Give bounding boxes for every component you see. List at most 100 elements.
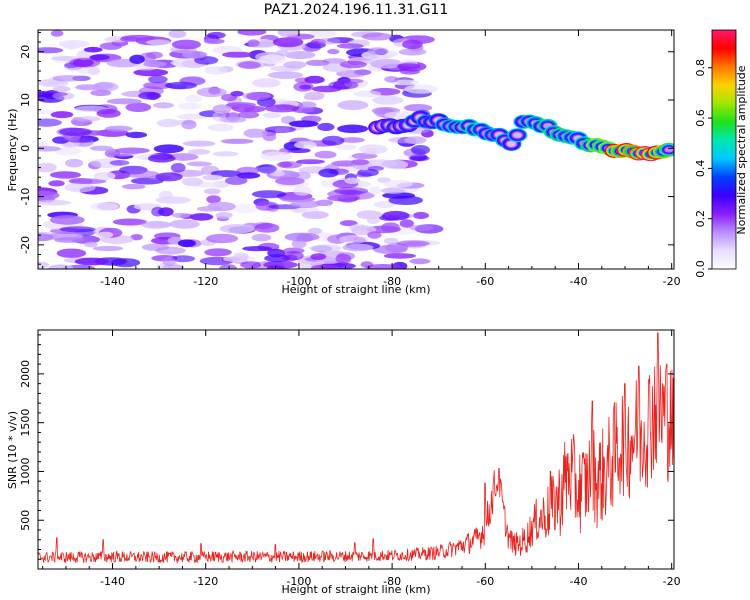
heatmap-noise-cell	[383, 253, 417, 259]
heatmap-noise-cell	[304, 75, 325, 84]
heatmap-noise-cell	[367, 166, 384, 171]
heatmap-noise-cell	[336, 144, 357, 150]
heatmap-noise-cell	[251, 190, 287, 199]
heatmap-noise-cell	[304, 91, 325, 101]
heatmap-noise-cell	[284, 232, 320, 242]
heatmap-noise-cell	[308, 244, 342, 252]
heatmap-noise-cell	[356, 210, 383, 220]
heatmap-noise-cell	[182, 50, 208, 59]
heatmap-noise-cell	[129, 54, 145, 64]
heatmap-noise-cell	[59, 226, 96, 233]
heatmap-noise-cell	[52, 91, 75, 100]
heatmap-noise-cell	[353, 90, 382, 98]
heatmap-noise-cell	[367, 231, 382, 239]
spectrogram-x-label: Height of straight line (km)	[281, 283, 430, 296]
heatmap-noise-cell	[267, 71, 304, 79]
heatmap-noise-cell	[367, 47, 389, 55]
heatmap-noise-cell	[315, 199, 334, 206]
heatmap-noise-cell	[404, 84, 438, 94]
heatmap-noise-cell	[219, 264, 237, 269]
heatmap-noise-cell	[333, 187, 369, 195]
heatmap-noise-cell	[275, 127, 290, 133]
heatmap-noise-cell	[120, 34, 157, 42]
heatmap-noise-cell	[38, 233, 54, 242]
heatmap-noise-cell	[48, 180, 65, 187]
heatmap-noise-cell	[105, 125, 133, 132]
colorbar-tick-label: 0.4	[694, 160, 707, 178]
colorbar-axis: 0.0 0.2 0.4 0.6 0.8	[694, 59, 712, 278]
heatmap-noise-cell	[207, 31, 226, 39]
heatmap-noise-cell	[83, 46, 103, 53]
heatmap-noise-cell	[412, 211, 429, 220]
heatmap-noise-cell	[153, 102, 174, 109]
heatmap-noise-cell	[49, 215, 85, 225]
y-tick-label: 20	[19, 45, 32, 59]
heatmap-noise-cell	[181, 177, 204, 187]
heatmap-noise-cell	[362, 159, 398, 168]
heatmap-noise-cell	[293, 185, 312, 196]
heatmap-noise-cell	[301, 210, 329, 219]
heatmap-noise-cell	[259, 54, 286, 65]
heatmap-noise-cell	[252, 78, 281, 88]
heatmap-noise-cell	[359, 144, 388, 155]
heatmap-noise-cell	[243, 128, 268, 138]
heatmap-noise-cell	[212, 151, 239, 157]
x-tick-label: -40	[569, 575, 587, 588]
heatmap-noise-cell	[402, 39, 423, 50]
heatmap-signal-cell	[664, 146, 674, 153]
heatmap-noise-cell	[338, 235, 369, 244]
heatmap-noise-cell	[125, 131, 148, 139]
heatmap-noise-cell	[257, 164, 277, 174]
heatmap-noise-cell	[93, 171, 116, 181]
heatmap-noise-cell	[133, 68, 169, 77]
heatmap-noise-cell	[121, 183, 146, 190]
heatmap-noise-cell	[284, 51, 316, 59]
heatmap-noise-cell	[263, 112, 281, 119]
heatmap-noise-cell	[344, 177, 361, 184]
heatmap-noise-cell	[52, 75, 84, 82]
heatmap-noise-cell	[206, 195, 221, 204]
heatmap-noise-cell	[232, 252, 249, 261]
heatmap-noise-cell	[196, 87, 227, 98]
heatmap-noise-cell	[90, 89, 112, 97]
heatmap-noise-cell	[92, 245, 124, 252]
heatmap-noise-cell	[317, 122, 335, 132]
heatmap-noise-cell	[70, 178, 107, 185]
heatmap-noise-cell	[155, 246, 186, 255]
x-tick-label: -140	[100, 275, 125, 288]
y-tick-label: -20	[19, 236, 32, 254]
heatmap-noise-cell	[170, 162, 186, 173]
heatmap-noise-cell	[276, 161, 302, 169]
heatmap-noise-cell	[109, 160, 130, 166]
heatmap-noise-cell	[351, 159, 370, 166]
x-tick-label: -20	[663, 575, 681, 588]
heatmap-noise-cell	[409, 258, 431, 265]
heatmap-noise-cell	[254, 223, 280, 233]
heatmap-noise-cell	[177, 113, 208, 120]
colorbar-label: Normalized spectral amplitude	[735, 65, 748, 234]
heatmap-noise-cell	[310, 264, 340, 269]
heatmap-noise-cell	[187, 149, 211, 155]
heatmap-noise-cell	[251, 233, 272, 242]
heatmap-noise-cell	[411, 145, 430, 155]
heatmap-noise-cell	[64, 182, 96, 193]
heatmap-noise-cell	[307, 30, 337, 38]
spectrogram-y-axis: -20 -10 0 10 20	[19, 31, 674, 265]
heatmap-noise-cell	[162, 257, 176, 267]
heatmap-noise-cell	[293, 82, 314, 92]
snr-series-line	[38, 332, 674, 564]
snr-plot-area	[38, 332, 674, 564]
heatmap-noise-cell	[321, 135, 345, 146]
heatmap-noise-cell	[220, 138, 254, 144]
heatmap-noise-cell	[342, 243, 374, 252]
heatmap-noise-cell	[53, 86, 71, 92]
heatmap-noise-cell	[368, 186, 381, 195]
heatmap-noise-cell	[383, 237, 399, 244]
heatmap-noise-cell	[260, 151, 294, 161]
x-tick-label: -40	[569, 275, 587, 288]
snr-frame	[37, 329, 675, 570]
heatmap-noise-cell	[203, 38, 225, 44]
y-tick-label: 1500	[19, 409, 32, 437]
x-tick-label: -100	[286, 275, 311, 288]
heatmap-noise-cell	[382, 179, 413, 188]
